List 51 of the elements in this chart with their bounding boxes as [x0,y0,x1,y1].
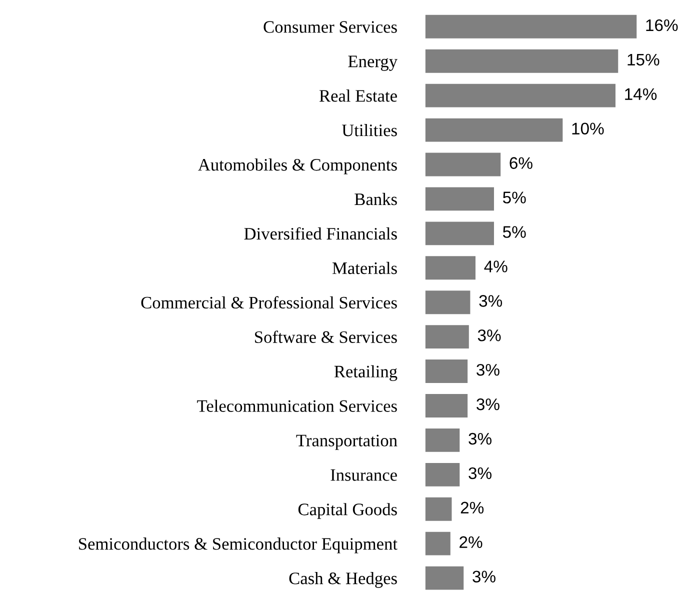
data-label: 5% [502,226,526,238]
y-tick-label: Banks [354,192,397,206]
data-label: 3% [478,329,501,342]
data-label: 3% [468,432,492,445]
y-tick-label: Telecommunication Services [197,400,397,412]
data-label: 14% [625,88,657,100]
bar [425,84,616,108]
data-label: 3% [476,398,500,410]
bar [425,187,494,211]
bar [425,14,637,38]
y-tick-label: Energy [348,56,398,71]
y-tick-label: Diversified Financials [244,227,397,240]
y-tick-label: Automobiles & Components [198,158,397,174]
data-label: 16% [646,19,678,32]
bar [425,462,460,486]
y-tick-label: Retailing [334,365,398,382]
y-tick-label: Insurance [330,469,397,481]
data-label: 2% [460,502,484,514]
y-tick-label: Cash & Hedges [289,572,397,588]
data-label: 4% [484,260,508,272]
bar [425,532,450,556]
bar [425,152,501,176]
data-label: 3% [476,364,500,376]
bar [425,222,494,246]
data-label: 2% [460,536,482,548]
y-tick-label: Capital Goods [298,503,397,519]
bar [425,256,476,280]
data-label: 3% [479,295,502,307]
data-label: 5% [502,192,526,204]
bar [425,428,460,452]
y-tick-label: Consumer Services [264,21,397,33]
y-tick-label: Semiconductors & Semiconductor Equipment [79,538,398,554]
data-label: 6% [510,157,532,169]
bar [425,325,469,349]
bar [425,118,563,142]
data-label: 15% [628,54,660,66]
y-tick-label: Transportation [296,434,398,450]
bar [425,394,468,418]
y-tick-label: Materials [332,262,397,274]
bar [425,49,618,73]
bar [425,566,464,590]
y-tick-label: Real Estate [319,90,397,102]
y-tick-label: Commercial & Professional Services [141,296,397,309]
data-label: 10% [572,122,604,135]
bar [425,360,468,383]
y-tick-label: Software & Services [255,330,397,344]
y-tick-label: Utilities [342,124,397,136]
bar [425,497,452,521]
bar [425,290,470,314]
data-label: 3% [468,467,492,480]
data-label: 3% [472,570,496,583]
